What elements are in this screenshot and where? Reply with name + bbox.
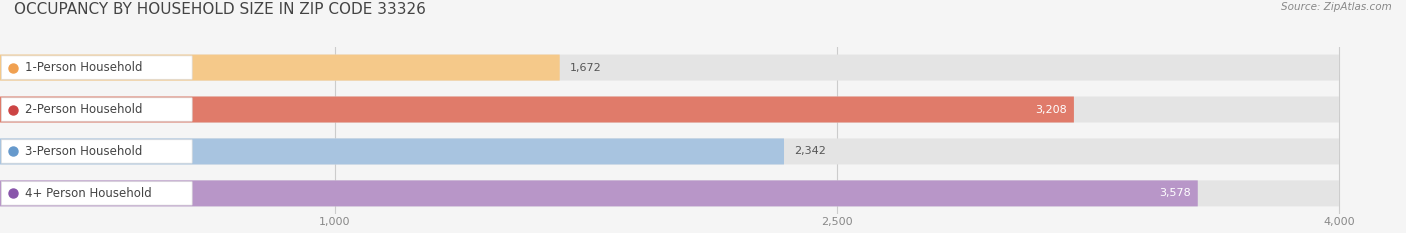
Text: 3,208: 3,208: [1035, 105, 1067, 114]
FancyBboxPatch shape: [0, 138, 1339, 164]
FancyBboxPatch shape: [0, 96, 1339, 123]
FancyBboxPatch shape: [1, 182, 193, 205]
FancyBboxPatch shape: [0, 55, 560, 81]
FancyBboxPatch shape: [1, 56, 193, 79]
Text: 4+ Person Household: 4+ Person Household: [25, 187, 152, 200]
FancyBboxPatch shape: [1, 140, 193, 163]
Text: OCCUPANCY BY HOUSEHOLD SIZE IN ZIP CODE 33326: OCCUPANCY BY HOUSEHOLD SIZE IN ZIP CODE …: [14, 2, 426, 17]
Text: Source: ZipAtlas.com: Source: ZipAtlas.com: [1281, 2, 1392, 12]
FancyBboxPatch shape: [0, 96, 1074, 123]
Text: 3,578: 3,578: [1160, 188, 1191, 198]
Text: 1-Person Household: 1-Person Household: [25, 61, 142, 74]
Text: 1,672: 1,672: [569, 63, 602, 72]
FancyBboxPatch shape: [0, 180, 1198, 206]
Text: 2,342: 2,342: [794, 147, 825, 156]
FancyBboxPatch shape: [0, 55, 1339, 81]
FancyBboxPatch shape: [1, 98, 193, 121]
Text: 3-Person Household: 3-Person Household: [25, 145, 142, 158]
FancyBboxPatch shape: [0, 138, 785, 164]
FancyBboxPatch shape: [0, 180, 1339, 206]
Text: 2-Person Household: 2-Person Household: [25, 103, 142, 116]
